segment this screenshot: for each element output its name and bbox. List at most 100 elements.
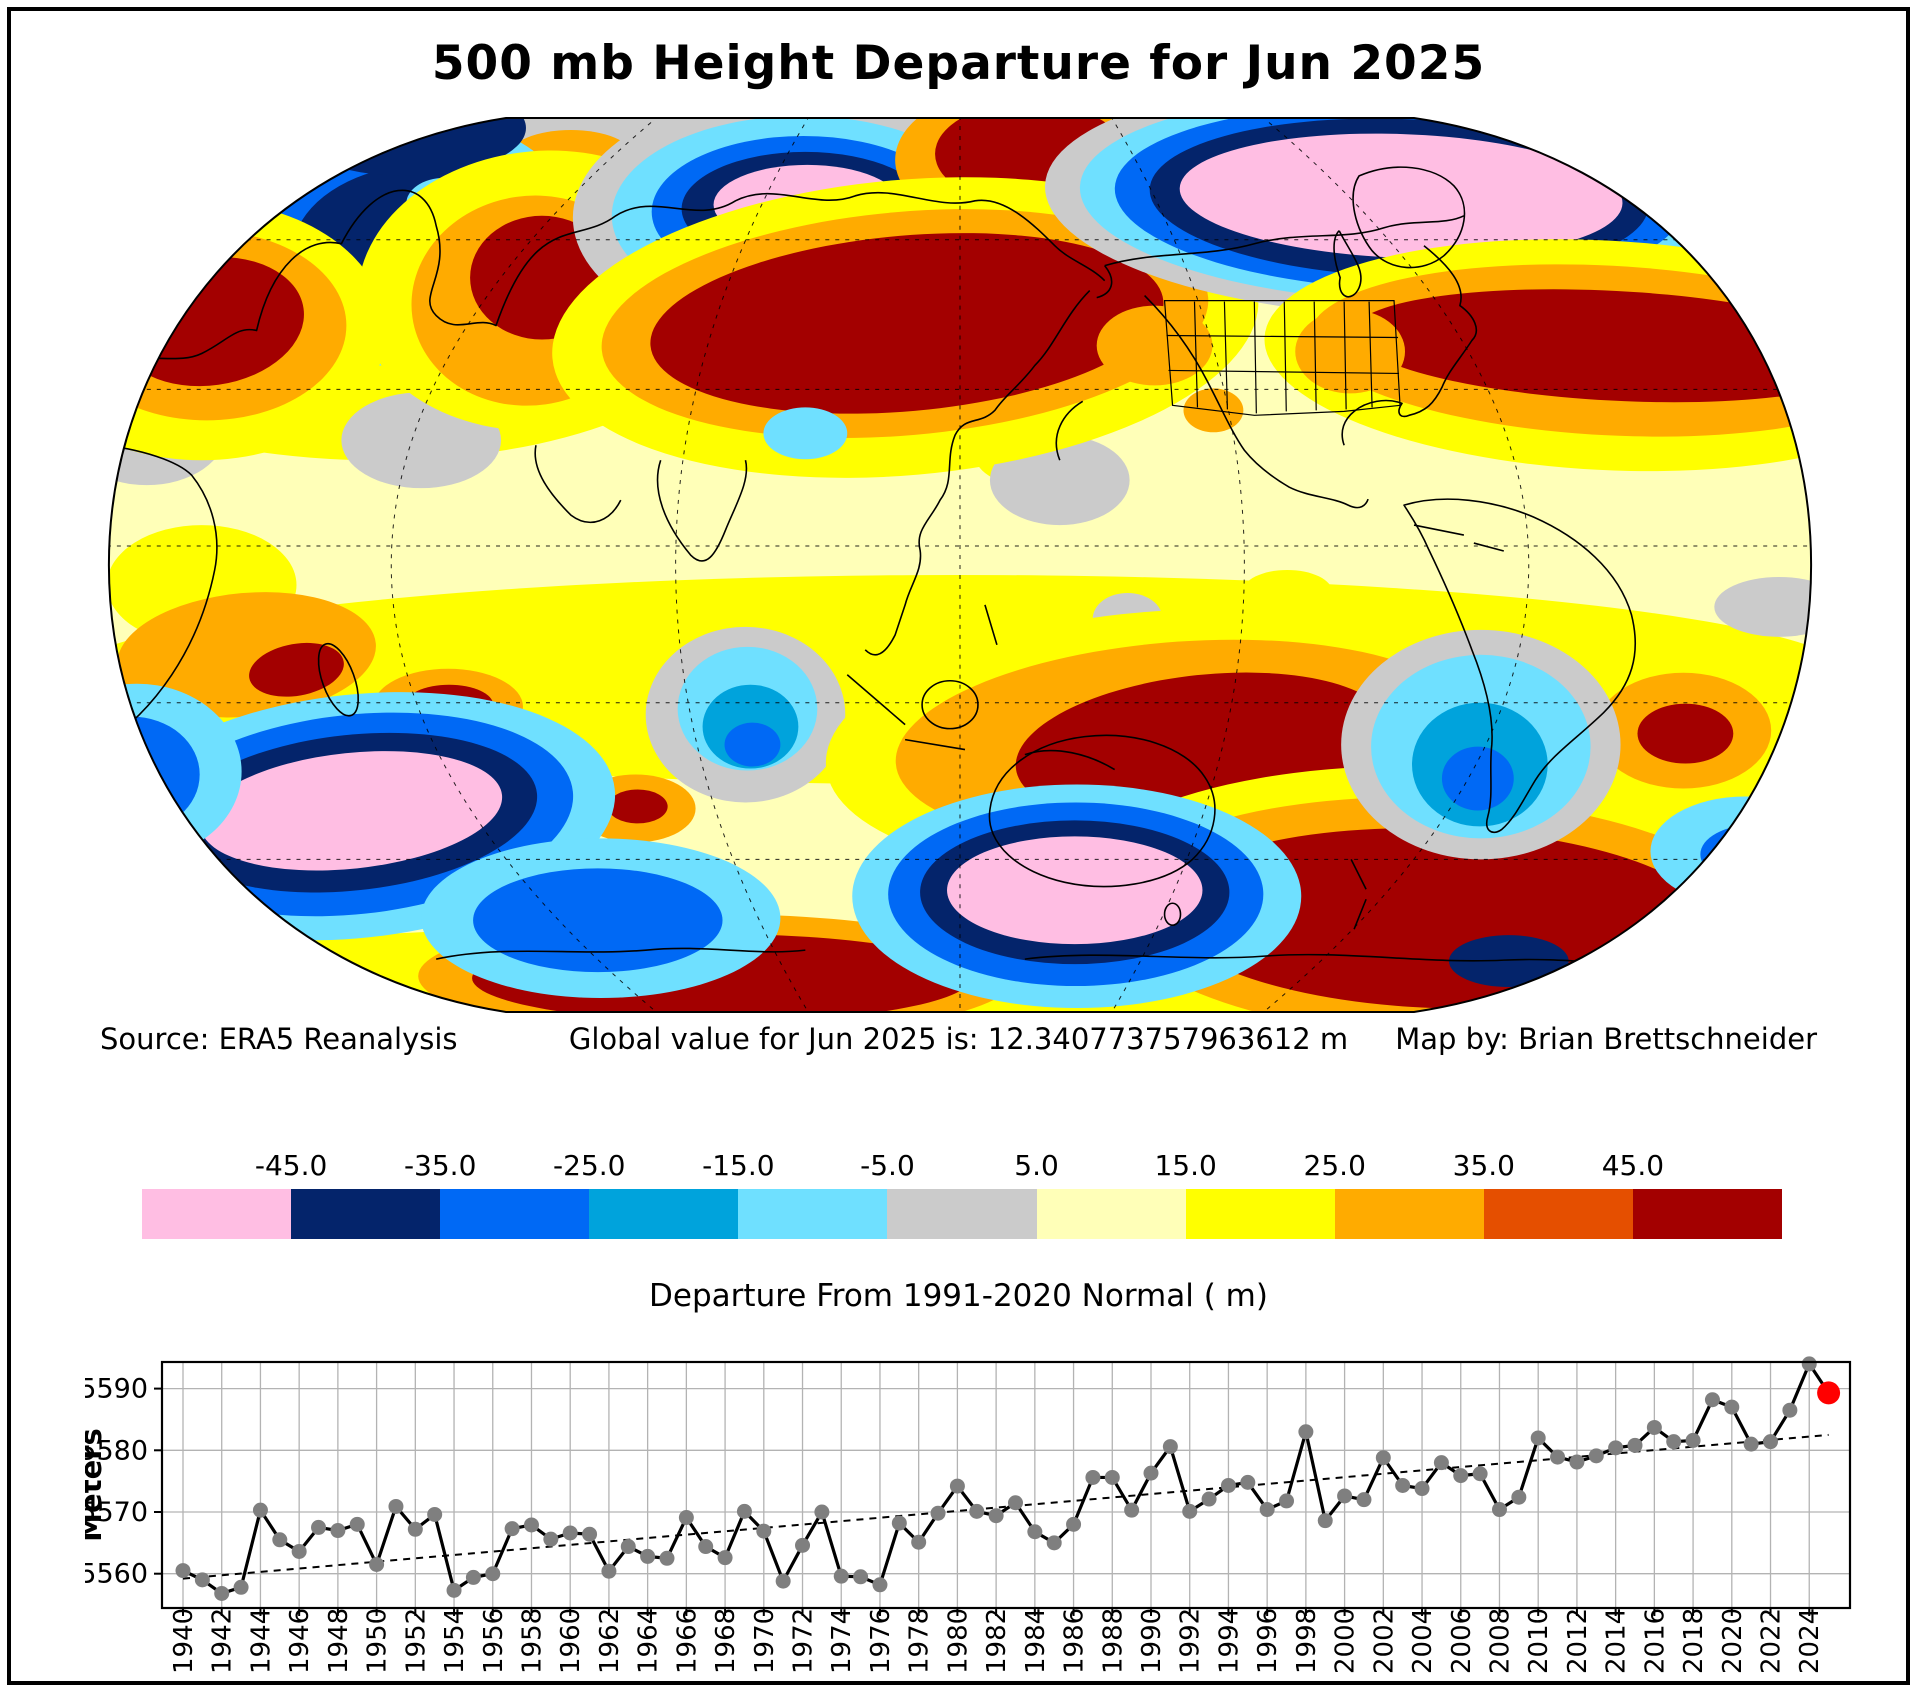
data-point [1201, 1491, 1217, 1507]
data-point [698, 1539, 714, 1555]
colorbar-tick-label: 5.0 [1014, 1149, 1059, 1182]
x-tick-label: 2020 [1718, 1608, 1748, 1674]
x-tick-label: 2022 [1757, 1608, 1787, 1674]
map-outline [107, 116, 1813, 1014]
x-tick-label: 1948 [324, 1608, 354, 1674]
data-point [194, 1572, 210, 1588]
colorbar-segment [887, 1189, 1037, 1239]
global-value-note: Global value for Jun 2025 is: 12.3407737… [568, 1022, 1349, 1056]
x-tick-label: 1996 [1253, 1608, 1283, 1674]
data-point [756, 1523, 772, 1539]
x-tick-label: 2002 [1369, 1608, 1399, 1674]
data-point [291, 1543, 307, 1559]
figure-border [7, 7, 1910, 1685]
colorbar-tick-label: -5.0 [860, 1149, 915, 1182]
data-point [833, 1568, 849, 1584]
y-tick-label: 5570 [85, 1497, 148, 1528]
x-tick-label: 1970 [750, 1608, 780, 1674]
colorbar-segment [738, 1189, 888, 1239]
data-point [795, 1537, 811, 1553]
data-point [1007, 1495, 1023, 1511]
data-point [872, 1577, 888, 1593]
anomaly-map [104, 116, 1816, 1014]
data-point [427, 1506, 443, 1522]
colorbar-segment [1185, 1189, 1335, 1239]
plot-border [160, 1360, 1852, 1610]
trend-line [182, 1433, 1829, 1580]
colorbar-segment [440, 1189, 590, 1239]
timeseries-svg: 1940 1942 1944 1946 1948 1950 1952 1954 1956 1958… [85, 1356, 1852, 1674]
data-point [214, 1585, 230, 1601]
data-point [388, 1498, 404, 1514]
data-point [1395, 1477, 1411, 1493]
data-point [853, 1569, 869, 1585]
colorbar-swatches [142, 1189, 1783, 1239]
data-point [1259, 1502, 1275, 1518]
colorbar-tick-label: 15.0 [1154, 1149, 1217, 1182]
x-tick-label: 1958 [517, 1608, 547, 1674]
data-point [1046, 1535, 1062, 1551]
x-tick-label: 2000 [1331, 1608, 1361, 1674]
x-tick-label: 2006 [1447, 1608, 1477, 1674]
data-point [349, 1516, 365, 1532]
data-point [1220, 1477, 1236, 1493]
colorbar-tick-label: 45.0 [1601, 1149, 1665, 1182]
data-point [465, 1569, 481, 1585]
data-point [1511, 1489, 1527, 1505]
x-tick-label: 1954 [440, 1608, 470, 1674]
y-tick-label: 5590 [85, 1374, 148, 1405]
x-tick-label: 1980 [943, 1608, 973, 1674]
colorbar-segment [1036, 1189, 1186, 1239]
y-tick-label: 5560 [85, 1559, 148, 1590]
world-map-svg [107, 116, 1813, 1014]
data-point [1453, 1468, 1469, 1484]
x-tick-label: 1976 [866, 1608, 896, 1674]
x-tick-label: 2018 [1679, 1608, 1709, 1674]
data-point [1743, 1436, 1759, 1452]
data-point [1433, 1455, 1449, 1471]
data-point [814, 1504, 830, 1520]
data-point [1143, 1465, 1159, 1481]
colorbar-ticklabels: -45.0 -35.0 -25.0 -15.0 -5.0 5.0 15.0 25.0 35.0 4… [142, 1147, 1782, 1189]
data-point [1588, 1448, 1604, 1464]
data-point [369, 1556, 385, 1572]
data-point [1685, 1432, 1701, 1448]
x-tick-label: 1992 [1176, 1608, 1206, 1674]
y-axis-title: Meters [85, 1428, 108, 1542]
x-tick-label: 1956 [479, 1608, 509, 1674]
x-tick-label: 1998 [1292, 1608, 1322, 1674]
colorbar-tick-label: -45.0 [254, 1149, 328, 1182]
data-point [446, 1582, 462, 1598]
x-tick-label: 1974 [827, 1608, 857, 1674]
data-point [1356, 1492, 1372, 1508]
y-tick-label: 5580 [85, 1435, 148, 1466]
current-month-point [1817, 1381, 1841, 1405]
data-point [175, 1563, 191, 1579]
data-point [523, 1517, 539, 1533]
data-point [1763, 1434, 1779, 1450]
data-point [620, 1539, 636, 1555]
x-tick-label: 1966 [672, 1608, 702, 1674]
data-point [1666, 1434, 1682, 1450]
data-point [659, 1550, 675, 1566]
data-point [775, 1573, 791, 1589]
timeseries-chart: 1940 1942 1944 1946 1948 1950 1952 1954 1956 1958… [85, 1340, 1885, 1685]
x-tick-label: 1982 [982, 1608, 1012, 1674]
x-tick-label: 1990 [1137, 1608, 1167, 1674]
colorbar-segment [1334, 1189, 1484, 1239]
data-point [1337, 1488, 1353, 1504]
x-tick-label: 2008 [1485, 1608, 1515, 1674]
data-point [640, 1548, 656, 1564]
x-tick-label: 2010 [1524, 1608, 1554, 1674]
colorbar-tick-label: 35.0 [1452, 1149, 1515, 1182]
data-point [233, 1579, 249, 1595]
colorbar-tick-label: -25.0 [553, 1149, 626, 1182]
series-line [182, 1360, 1830, 1596]
x-tick-label: 1986 [1060, 1608, 1090, 1674]
data-point [1182, 1503, 1198, 1519]
data-point [1124, 1502, 1140, 1518]
x-tick-label: 1978 [905, 1608, 935, 1674]
x-tick-label: 2004 [1408, 1608, 1438, 1674]
data-point [911, 1534, 927, 1550]
data-point [601, 1563, 617, 1579]
